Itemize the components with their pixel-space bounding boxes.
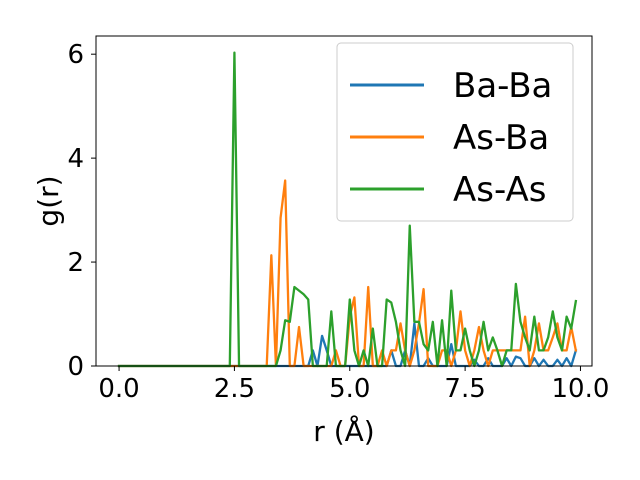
x-axis-ticks: 0.0 2.5 5.0 7.5 10.0 (98, 366, 609, 404)
x-tick-label: 10.0 (552, 374, 610, 404)
plot-area-frame (95, 35, 593, 367)
legend-frame (336, 42, 574, 222)
y-tick-label: 0 (67, 352, 84, 382)
y-tick-label: 6 (67, 40, 84, 70)
x-tick-label: 2.5 (214, 374, 255, 404)
legend-label-ba-ba: Ba-Ba (453, 66, 552, 106)
legend-label-as-as: As-As (453, 170, 546, 210)
x-tick-label: 5.0 (329, 374, 370, 404)
legend: Ba-Ba As-Ba As-As (336, 42, 574, 222)
x-tick-label: 0.0 (98, 374, 139, 404)
y-axis-ticks: 0 2 4 6 (67, 40, 96, 382)
x-tick-label: 7.5 (444, 374, 485, 404)
series-line-as-as (117, 51, 578, 368)
x-axis-label: r (Å) (313, 414, 374, 448)
y-tick-label: 4 (67, 144, 84, 174)
legend-label-as-ba: As-Ba (453, 118, 549, 158)
series-line-as-ba (117, 179, 578, 368)
y-tick-label: 2 (67, 248, 84, 278)
y-axis-label: g(r) (32, 175, 65, 226)
